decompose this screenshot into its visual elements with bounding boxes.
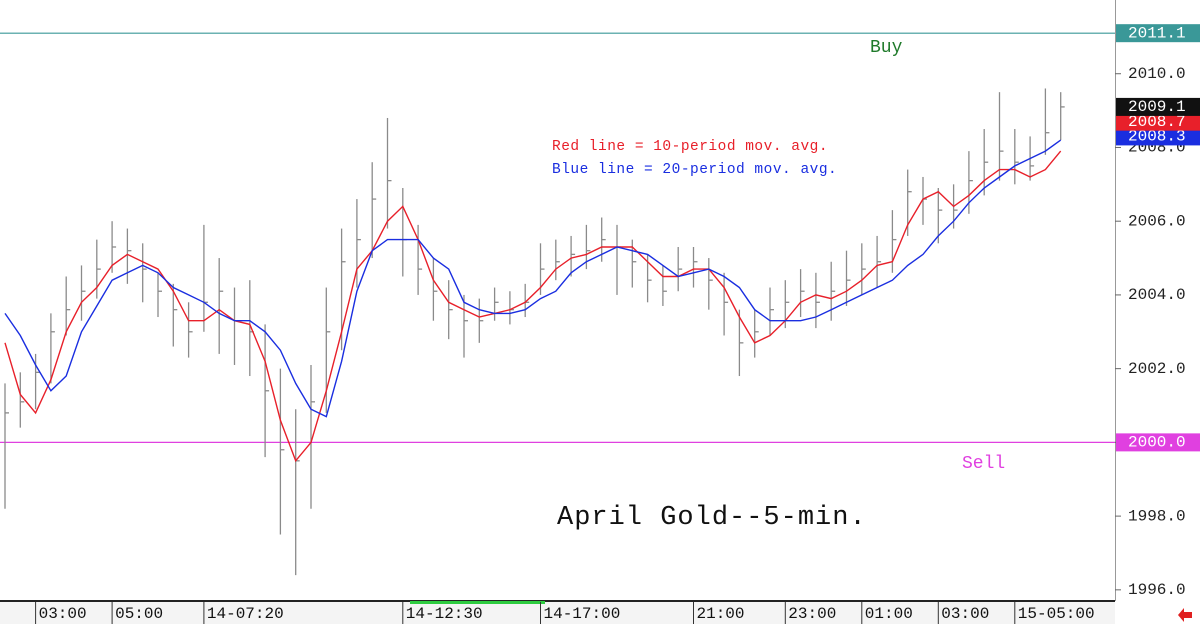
y-tick-label: 2002.0 [1128, 360, 1186, 378]
y-tick-label: 2010.0 [1128, 65, 1186, 83]
moving-average-line [4, 139, 1062, 418]
legend-entry: Red line = 10-period mov. avg. [552, 139, 828, 155]
x-tick-label: 14-17:00 [544, 605, 621, 623]
y-tick-label: 2006.0 [1128, 212, 1186, 230]
x-tick-label: 14-07:20 [207, 605, 284, 623]
last-value-box [1116, 127, 1200, 146]
y-tick-label: 1996.0 [1128, 581, 1186, 599]
x-tick-label: 23:00 [788, 605, 836, 623]
x-tick-label: 03:00 [39, 605, 87, 623]
x-tick-label: 03:00 [941, 605, 989, 623]
x-tick-label: 01:00 [865, 605, 913, 623]
x-tick-label: 05:00 [115, 605, 163, 623]
y-tick-label: 1998.0 [1128, 507, 1186, 525]
level-annotation: Sell [962, 454, 1005, 474]
time-axis-strip [0, 600, 1115, 624]
x-tick-label: 15-05:00 [1018, 605, 1095, 623]
level-box [1116, 24, 1200, 43]
last-value-box [1116, 97, 1200, 116]
scroll-arrow[interactable] [1178, 608, 1192, 622]
last-value-label: 2008.7 [1128, 113, 1186, 131]
chart-title: April Gold--5-min. [557, 503, 867, 533]
last-value-label: 2008.3 [1128, 128, 1186, 146]
moving-average-line [4, 150, 1062, 463]
last-value-box [1116, 112, 1200, 131]
last-value-label: 2009.1 [1128, 98, 1186, 116]
x-tick-label: 14-12:30 [406, 605, 483, 623]
level-label: 2011.1 [1128, 24, 1186, 42]
y-tick-label: 2004.0 [1128, 286, 1186, 304]
legend-entry: Blue line = 20-period mov. avg. [552, 162, 837, 178]
level-annotation: Buy [870, 38, 903, 58]
x-tick-label: 21:00 [697, 605, 745, 623]
level-box [1116, 433, 1200, 452]
level-label: 2000.0 [1128, 434, 1186, 452]
